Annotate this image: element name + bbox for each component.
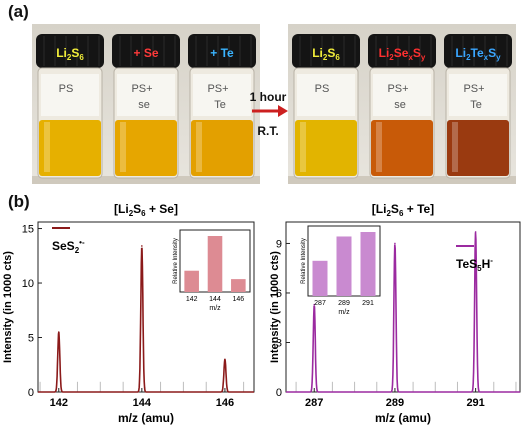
inset-tick-label: 289: [338, 300, 350, 307]
x-tick-label: 144: [133, 397, 152, 409]
inset-y-label: Relative Intensity: [173, 238, 179, 284]
spectrum-line: [38, 247, 254, 393]
vial-handwriting: PS+: [207, 83, 228, 95]
vial-cap-label: + Se: [133, 46, 158, 60]
x-tick-label: 142: [50, 397, 68, 409]
vial-cap-label: + Te: [210, 46, 234, 60]
y-tick-label: 5: [28, 333, 34, 345]
vial-paper-label: [117, 74, 175, 116]
vial-liquid: [191, 120, 253, 176]
chart-se: [Li2S6 + Se] 0 5 10 15 142 144 146 m/z (amu) Inte…: [2, 202, 255, 425]
vial-liquid: [447, 120, 509, 176]
vial-handwriting: PS+: [463, 83, 484, 95]
inset-tick-label: 287: [314, 300, 326, 307]
spectrum-peak: [313, 303, 316, 306]
vial-cap: [368, 34, 436, 68]
x-tick-label: 146: [216, 397, 234, 409]
vial-handwriting: PS+: [131, 83, 152, 95]
vial-cap: [292, 34, 360, 68]
x-axis-label: m/z (amu): [118, 411, 174, 425]
vial-handwriting-2: Te: [214, 99, 226, 111]
vial-cap: [444, 34, 512, 68]
inset-bar: [312, 260, 328, 296]
spectrum-peak: [474, 231, 477, 233]
y-axis-label: Intensity (in 1000 cts): [2, 251, 14, 363]
vial-paper-label: [449, 74, 507, 116]
vial-cap: [112, 34, 180, 68]
vial-cap: [36, 34, 104, 68]
x-axis-label: m/z (amu): [375, 411, 431, 425]
y-tick-label: 0: [28, 387, 34, 399]
x-tick-label: 291: [466, 397, 484, 409]
y-tick-label: 3: [276, 337, 282, 349]
vial-cap-label: Li2SexSy: [379, 46, 426, 62]
spectrum-peak: [57, 331, 60, 333]
vial-handwriting: PS+: [387, 83, 408, 95]
vial-paper-label: [297, 74, 355, 116]
vial-handwriting-2: se: [394, 99, 406, 111]
vial-liquid: [115, 120, 177, 176]
vial-cap-label: Li2S6: [56, 46, 84, 62]
inset-y-label: Relative Intensity: [301, 238, 307, 284]
spectrum-peak: [224, 358, 226, 361]
inset-tick-label: 146: [232, 296, 244, 303]
y-tick-label: 10: [22, 278, 34, 290]
vial-paper-label: [41, 74, 99, 116]
panel-a-label: (a): [8, 2, 29, 21]
arrow-text-time: 1 hour: [249, 90, 287, 104]
vial-cap: [188, 34, 256, 68]
inset-tick-label: 144: [209, 296, 221, 303]
vial-liquid: [39, 120, 101, 176]
y-axis-label: Intensity (in 1000 cts): [269, 251, 281, 363]
legend-label: SeS2•-: [52, 238, 85, 255]
legend-label: TeS5H-: [456, 256, 493, 273]
simulated-pattern: [39, 381, 245, 392]
inset-x-label: m/z: [209, 305, 221, 312]
y-tick-label: 15: [22, 224, 34, 236]
chart-title: [Li2S6 + Te]: [372, 202, 434, 218]
vial-paper-label: [193, 74, 251, 116]
chart-te: [Li2S6 + Te] 0 3 6 9 287 289 291 m/z (amu) Intens…: [269, 202, 521, 425]
inset-tick-label: 142: [186, 296, 198, 303]
reaction-arrow-head: [278, 105, 288, 117]
vials-photo: Li2S6 PS + Se PS+ se + Te PS+ Te Li2S6 PS Li2SexSy…: [32, 24, 516, 184]
vial-handwriting: PS: [315, 83, 330, 95]
y-tick-label: 9: [276, 238, 282, 250]
inset-bar: [207, 236, 223, 292]
spectrum-peak: [141, 245, 143, 247]
arrow-text-temperature: R.T.: [257, 124, 279, 138]
x-tick-label: 287: [305, 397, 323, 409]
inset-x-label: m/z: [338, 309, 350, 316]
spectrum-line: [286, 232, 520, 393]
panel-b-label: (b): [8, 192, 30, 211]
vial-handwriting-2: se: [138, 99, 150, 111]
vial-liquid: [371, 120, 433, 176]
vial-handwriting: PS: [59, 83, 74, 95]
vial-handwriting-2: Te: [470, 99, 482, 111]
vial-liquid: [295, 120, 357, 176]
inset-bar: [336, 236, 352, 296]
simulated-pattern: [295, 381, 517, 392]
chart-title: [Li2S6 + Se]: [114, 202, 178, 218]
vial-cap-label: Li2S6: [312, 46, 340, 62]
inset-bar: [231, 279, 246, 292]
spectrum-peak: [394, 242, 396, 245]
y-tick-label: 0: [276, 387, 282, 399]
inset-tick-label: 291: [362, 300, 374, 307]
vial-cap-label: Li2TexSy: [455, 46, 501, 62]
y-tick-label: 6: [276, 288, 282, 300]
x-tick-label: 289: [386, 397, 404, 409]
inset-bar: [360, 232, 376, 296]
inset-bar: [184, 270, 199, 292]
vial-paper-label: [373, 74, 431, 116]
